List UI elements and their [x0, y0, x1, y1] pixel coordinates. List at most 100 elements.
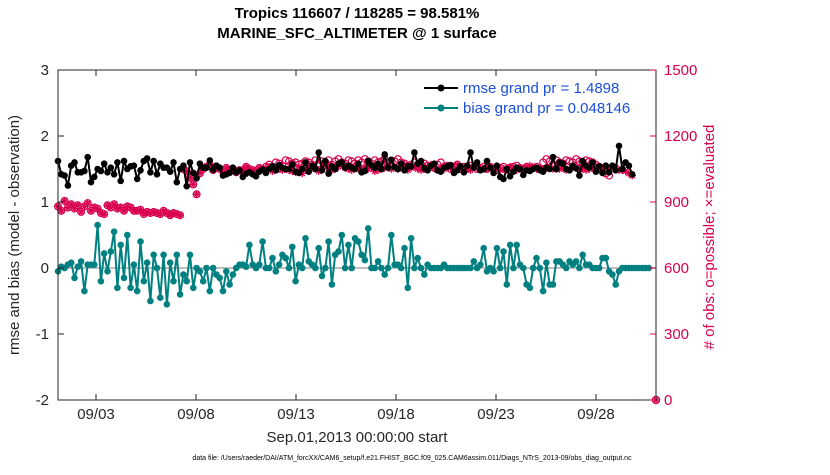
obs-evaluated-point: [466, 166, 475, 174]
bias-point: [275, 261, 283, 269]
bias-point: [381, 271, 389, 278]
bias-point: [226, 281, 233, 288]
obs-evaluated-point: [582, 166, 590, 174]
bias-point: [216, 274, 223, 282]
rmse-point: [579, 157, 586, 165]
bias-point: [190, 284, 197, 292]
plot-background: [58, 70, 656, 400]
bias-point: [282, 254, 290, 262]
obs-evaluated-point: [192, 190, 201, 199]
obs-evaluated-point: [255, 164, 264, 172]
bias-point: [477, 261, 484, 269]
bias-point: [318, 272, 326, 280]
obs-evaluated-point: [222, 164, 231, 172]
bias-point: [315, 244, 323, 252]
bias-point: [328, 281, 336, 288]
rmse-point: [447, 161, 455, 169]
bias-point: [137, 238, 144, 245]
rmse-point: [384, 164, 392, 171]
bias-point: [133, 287, 141, 295]
bias-point: [397, 264, 405, 272]
obs-evaluated-point: [133, 207, 141, 215]
obs-evaluated-point: [146, 209, 155, 217]
obs-evaluated-point: [113, 204, 122, 213]
rmse-point: [236, 167, 243, 174]
bias-point: [173, 251, 181, 259]
rmse-point: [203, 164, 210, 171]
bias-point: [229, 271, 237, 278]
bias-point: [417, 264, 425, 272]
bias-point: [496, 264, 504, 272]
rmse-point: [305, 168, 313, 175]
y-right-tick-label: 0: [664, 392, 672, 409]
bias-point: [562, 264, 570, 272]
bias-point: [150, 251, 157, 259]
series-rmse: [54, 142, 636, 190]
obs-evaluated-point: [176, 211, 184, 219]
obs-evaluated-point: [621, 167, 630, 175]
obs-evaluated-point: [298, 169, 306, 178]
obs-evaluated-point: [321, 161, 330, 170]
obs-evaluated-point: [242, 163, 250, 171]
rmse-point: [407, 163, 415, 170]
bias-point: [404, 284, 412, 292]
rmse-point: [549, 153, 557, 161]
bias-point: [259, 238, 266, 245]
rmse-point: [186, 159, 194, 166]
obs-evaluated-point: [100, 210, 108, 218]
rmse-point: [318, 167, 326, 174]
y-axis-label: rmse and bias (model - observation): [6, 115, 23, 355]
bias-point: [292, 277, 299, 285]
rmse-point: [586, 164, 593, 171]
bias-point: [500, 248, 507, 255]
rmse-point: [143, 155, 151, 162]
obs-evaluated-point: [463, 165, 471, 173]
bias-point: [206, 287, 214, 295]
rmse-point: [520, 171, 527, 179]
bias-point: [526, 284, 534, 292]
obs-evaluated-point: [64, 203, 72, 212]
bias-point: [77, 258, 85, 265]
bias-point: [322, 264, 329, 272]
rmse-point: [104, 169, 111, 176]
bias-point: [579, 251, 586, 259]
rmse-point: [602, 162, 610, 169]
bias-point: [539, 287, 547, 295]
obs-evaluated-point: [413, 165, 422, 173]
rmse-point: [595, 163, 603, 170]
bias-point: [255, 261, 263, 269]
bias-point: [325, 238, 332, 245]
obs-evaluated-point: [120, 207, 128, 215]
bias-point: [127, 284, 134, 292]
bias-point: [186, 251, 194, 259]
obs-evaluated-point: [219, 167, 227, 175]
rmse-point: [625, 162, 633, 169]
rmse-point: [114, 159, 121, 166]
rmse-point: [612, 167, 619, 174]
series-bias: [54, 221, 652, 308]
bias-point: [513, 241, 520, 249]
rmse-point: [298, 165, 306, 173]
rmse-point: [605, 169, 613, 176]
obs-evaluated-point: [196, 169, 204, 178]
bias-point: [506, 241, 514, 249]
rmse-point: [572, 165, 580, 172]
rmse-point: [374, 160, 382, 168]
bias-point: [160, 251, 167, 259]
obs-evaluated-point: [153, 209, 161, 217]
obs-evaluated-point: [107, 203, 115, 212]
bias-point: [289, 243, 296, 251]
rmse-point: [285, 165, 293, 173]
obs-evaluated-point: [159, 207, 168, 215]
rmse-point: [467, 149, 474, 156]
rmse-point: [190, 169, 197, 177]
obs-evaluated-point: [522, 163, 531, 171]
obs-evaluated-point: [598, 164, 607, 172]
rmse-point: [576, 172, 583, 179]
rmse-point: [566, 167, 573, 174]
bias-point: [91, 261, 98, 269]
x-tick-label: 09/13: [277, 406, 315, 423]
bias-point: [246, 241, 253, 249]
